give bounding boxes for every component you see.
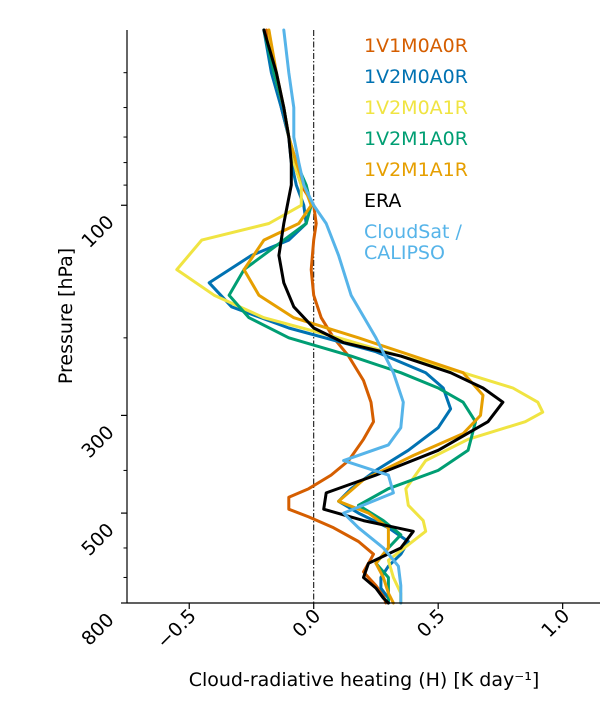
legend-entry-3: 1V2M1A0R (364, 128, 468, 150)
legend-entry-line: 1V2M0A0R (364, 66, 468, 88)
series-lines (175, 28, 545, 605)
legend-entry-line: CALIPSO (364, 242, 445, 264)
legend-entry-line: 1V2M1A0R (364, 128, 468, 150)
legend: 1V1M0A0R 1V2M0A0R 1V2M0A1R 1V2M1A0R 1V2M1A1R… (364, 35, 468, 264)
legend-entry-line: 1V1M0A0R (364, 35, 468, 57)
y-tick-label: 300 (77, 421, 118, 462)
x-tick-label: 0.0 (288, 605, 325, 642)
series-line-2 (175, 28, 545, 605)
x-axis-label: Cloud-radiative heating (H) [K day⁻¹] (189, 669, 540, 691)
y-tick-label: 500 (77, 519, 118, 560)
legend-entry-line: 1V2M0A1R (364, 97, 468, 119)
x-tick-label: −0.5 (153, 605, 201, 653)
series-line-6 (282, 28, 405, 605)
x-tick-label: 1.0 (537, 605, 574, 642)
axes (121, 30, 600, 609)
legend-entry-0: 1V1M0A0R (364, 35, 468, 57)
series-line-1 (207, 28, 453, 605)
legend-entry-2: 1V2M0A1R (364, 97, 468, 119)
legend-entry-5: ERA (364, 190, 401, 212)
y-tick-label: 100 (77, 211, 118, 252)
series-line-5 (262, 28, 505, 605)
y-tick-label: 800 (77, 609, 118, 650)
x-tick-label: 0.5 (413, 605, 450, 642)
legend-entry-1: 1V2M0A0R (364, 66, 468, 88)
legend-entry-6: CloudSat / CALIPSO (364, 221, 462, 264)
legend-entry-4: 1V2M1A1R (364, 159, 468, 181)
legend-entry-line: CloudSat / (364, 221, 462, 243)
legend-entry-line: 1V2M1A1R (364, 159, 468, 181)
legend-entry-line: ERA (364, 190, 401, 212)
tick-labels: 100 300 500 800 −0.5 0.0 0.5 1.0 (77, 211, 574, 653)
y-axis-label: Pressure [hPa] (55, 248, 77, 384)
